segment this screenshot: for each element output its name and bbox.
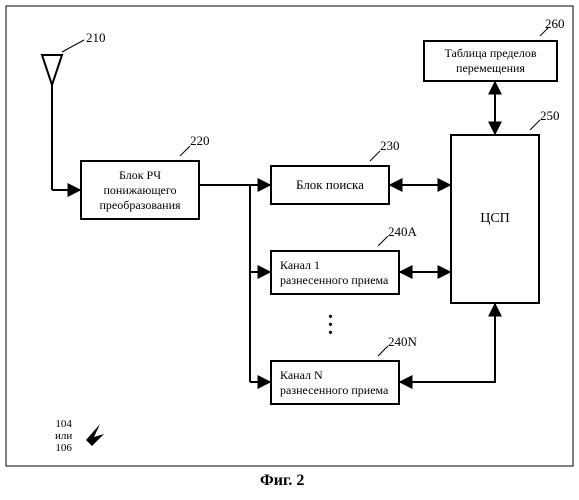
dsp-block: ЦСП (450, 134, 540, 304)
table-block: Таблица пределов перемещения (423, 40, 558, 82)
ref-ch1: 240A (388, 224, 417, 240)
figure-caption: Фиг. 2 (260, 472, 304, 490)
search-block: Блок поиска (270, 165, 390, 205)
footer-bot: 106 (55, 442, 72, 454)
ref-table: 260 (545, 16, 565, 32)
ref-rf: 220 (190, 133, 210, 149)
ellipsis-dots: ... (328, 308, 333, 332)
channel-1-block: Канал 1 разнесенного приема (270, 250, 400, 295)
ref-search: 230 (380, 138, 400, 154)
ref-dsp: 250 (540, 108, 560, 124)
channel-n-block: Канал N разнесенного приема (270, 360, 400, 405)
ref-antenna: 210 (86, 30, 106, 46)
rf-block: Блок РЧ понижающего преобразования (80, 160, 200, 220)
footer-mid: или (55, 430, 72, 442)
footer-top: 104 (55, 418, 72, 430)
ref-chN: 240N (388, 334, 417, 350)
footer-label: 104 или 106 (55, 418, 72, 454)
